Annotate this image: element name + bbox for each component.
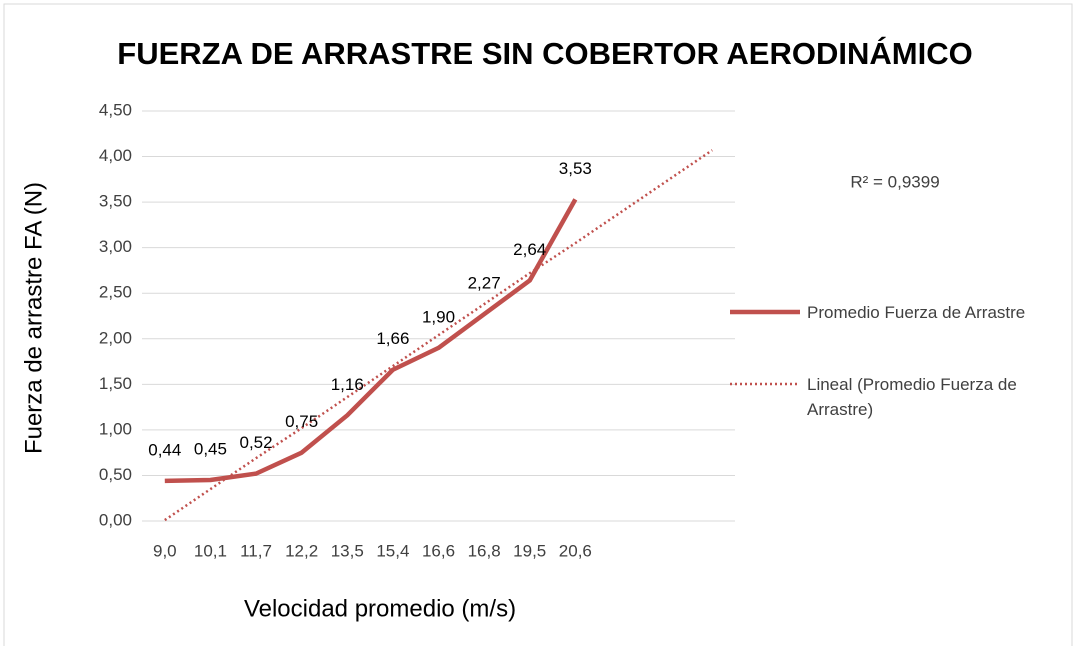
y-axis-label: Fuerza de arrastre FA (N)	[20, 182, 47, 454]
x-tick-label: 13,5	[331, 541, 364, 560]
x-tick-label: 12,2	[285, 541, 318, 560]
chart-border	[3, 3, 1073, 646]
data-label: 2,27	[468, 274, 501, 293]
x-tick-label: 16,8	[468, 541, 501, 560]
x-tick-label: 19,5	[513, 541, 546, 560]
x-tick-label: 15,4	[376, 541, 409, 560]
y-tick-label: 1,50	[99, 374, 132, 393]
y-tick-label: 1,00	[99, 419, 132, 438]
x-axis-label: Velocidad promedio (m/s)	[244, 595, 516, 622]
x-tick-label: 20,6	[559, 541, 592, 560]
x-tick-label: 10,1	[194, 541, 227, 560]
y-tick-label: 4,00	[99, 146, 132, 165]
y-tick-label: 0,50	[99, 465, 132, 484]
data-label: 1,16	[331, 375, 364, 394]
data-label: 2,64	[513, 240, 546, 259]
data-label: 0,44	[148, 440, 181, 459]
data-label: 1,90	[422, 307, 455, 326]
x-tick-label: 9,0	[153, 541, 177, 560]
x-tick-label: 11,7	[240, 541, 272, 560]
x-tick-label: 16,6	[422, 541, 455, 560]
legend-label: Promedio Fuerza de Arrastre	[807, 303, 1026, 322]
legend-label: Lineal (Promedio Fuerza de Arrastre)	[807, 375, 1017, 419]
y-tick-label: 2,00	[99, 328, 132, 347]
data-label: 3,53	[559, 159, 592, 178]
data-label: 0,45	[194, 439, 227, 458]
y-tick-label: 3,50	[99, 192, 132, 211]
y-tick-label: 0,00	[99, 510, 132, 529]
trendline	[164, 149, 713, 522]
y-tick-label: 2,50	[99, 283, 132, 302]
data-label: 0,75	[285, 412, 318, 431]
data-label: 1,66	[376, 329, 409, 348]
data-line	[164, 198, 578, 484]
annotation: R² = 0,9399	[850, 172, 939, 191]
chart-title: FUERZA DE ARRASTRE SIN COBERTOR AERODINÁ…	[117, 36, 972, 71]
y-tick-label: 3,00	[99, 237, 132, 256]
y-tick-label: 4,50	[99, 100, 132, 119]
data-label: 0,52	[239, 433, 272, 452]
